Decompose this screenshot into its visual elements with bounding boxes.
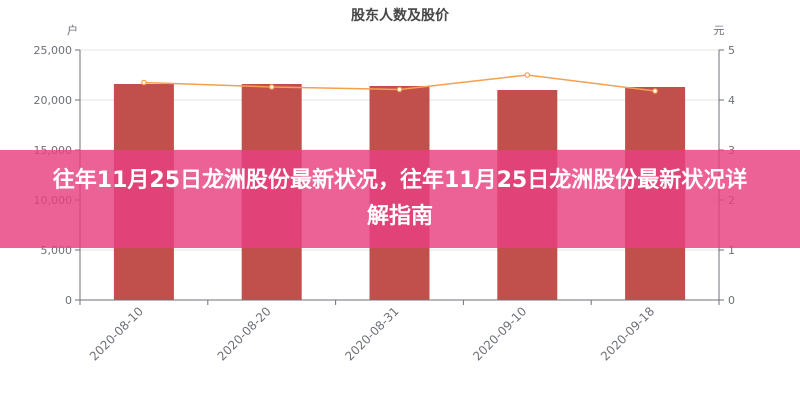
overlay-banner: 往年11月25日龙洲股份最新状况，往年11月25日龙洲股份最新状况详解指南: [0, 150, 800, 248]
overlay-title: 往年11月25日龙洲股份最新状况，往年11月25日龙洲股份最新状况详解指南: [52, 168, 748, 229]
line-series: [141, 72, 658, 94]
x-tick-label: 2020-08-20: [215, 304, 274, 363]
x-tick-label: 2020-09-18: [598, 304, 657, 363]
line-point: [524, 72, 531, 78]
x-tick-label: 2020-08-10: [87, 304, 146, 363]
y-right-tick-label: 5: [728, 44, 735, 57]
y-right-unit: 元: [714, 24, 725, 37]
y-left-tick-label: 0: [65, 294, 72, 307]
y-left-unit: 户: [67, 23, 78, 37]
y-right-tick-label: 1: [728, 244, 735, 257]
y-left-tick-label: 25,000: [34, 44, 73, 57]
line-point: [268, 84, 275, 90]
x-tick-label: 2020-08-31: [342, 304, 401, 363]
y-right-tick-label: 4: [728, 94, 735, 107]
y-right-tick-label: 0: [728, 294, 735, 307]
x-tick-label: 2020-09-10: [470, 304, 529, 363]
line-point: [652, 88, 658, 94]
chart-title: 股东人数及股价: [351, 7, 450, 24]
line-point: [396, 86, 403, 93]
y-left-tick-label: 20,000: [34, 94, 73, 107]
line-point: [141, 79, 147, 86]
